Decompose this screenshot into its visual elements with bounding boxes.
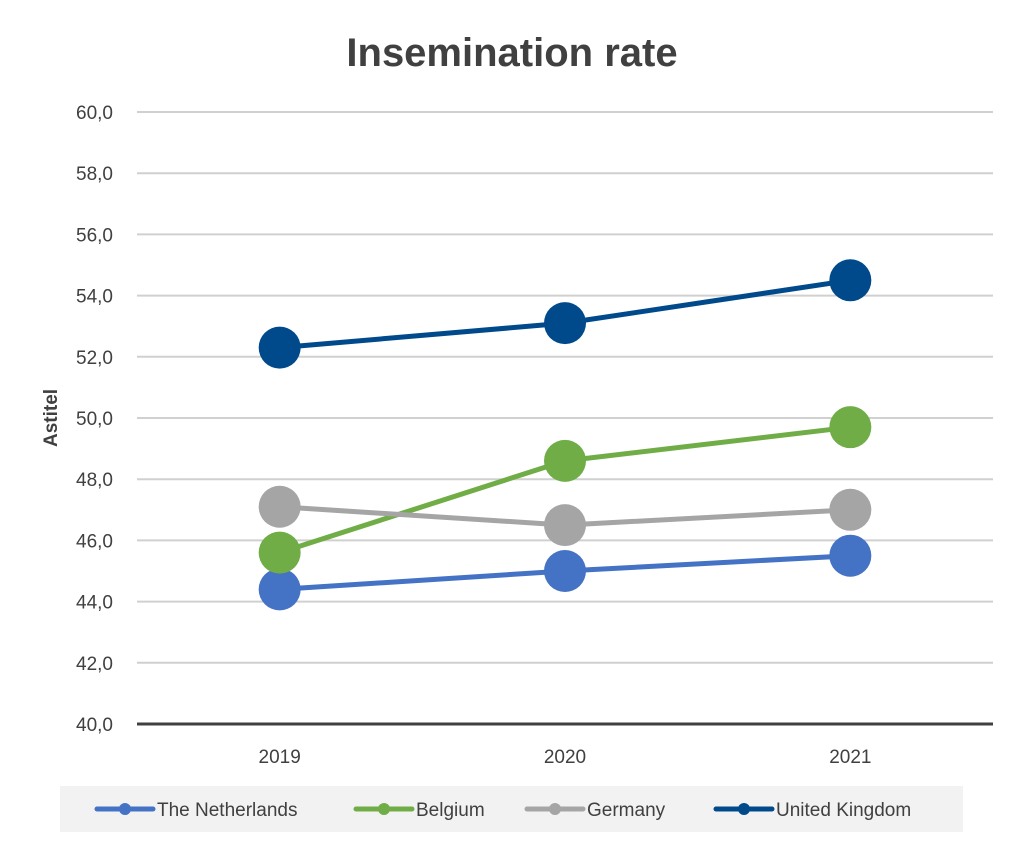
legend-background bbox=[60, 786, 963, 832]
y-tick-label: 48,0 bbox=[76, 470, 113, 491]
data-point bbox=[544, 504, 586, 547]
y-tick-label: 54,0 bbox=[76, 287, 113, 308]
legend-swatch-marker bbox=[549, 803, 561, 815]
series-points bbox=[258, 259, 872, 611]
legend-label: The Netherlands bbox=[157, 800, 297, 821]
data-point bbox=[829, 406, 872, 449]
legend-swatch-marker bbox=[378, 803, 390, 815]
legend-label: United Kingdom bbox=[776, 800, 911, 821]
y-tick-label: 60,0 bbox=[76, 103, 113, 124]
data-point bbox=[258, 531, 301, 574]
y-axis-label: Astitel bbox=[41, 389, 62, 447]
data-point bbox=[829, 488, 872, 531]
chart-title: Insemination rate bbox=[346, 31, 677, 75]
y-tick-label: 56,0 bbox=[76, 225, 113, 246]
y-tick-label: 52,0 bbox=[76, 348, 113, 369]
y-tick-label: 40,0 bbox=[76, 715, 113, 736]
y-tick-label: 50,0 bbox=[76, 409, 113, 430]
y-axis-ticks: 40,0 42,0 44,0 46,0 48,0 50,0 52,0 54,0 56,0 58,0… bbox=[76, 103, 113, 736]
legend-label: Germany bbox=[587, 800, 666, 821]
x-tick-label: 2020 bbox=[544, 747, 586, 768]
data-point bbox=[258, 485, 301, 528]
data-point bbox=[544, 550, 586, 592]
y-tick-label: 42,0 bbox=[76, 654, 113, 675]
data-point bbox=[829, 534, 872, 577]
legend: The Netherlands Belgium Germany United King… bbox=[60, 786, 963, 832]
y-tick-label: 46,0 bbox=[76, 531, 113, 552]
data-point bbox=[258, 326, 301, 369]
x-tick-label: 2021 bbox=[829, 747, 871, 768]
x-tick-label: 2019 bbox=[259, 747, 301, 768]
data-point bbox=[829, 259, 872, 302]
y-tick-label: 58,0 bbox=[76, 164, 113, 185]
legend-swatch-marker bbox=[738, 803, 750, 815]
y-tick-label: 44,0 bbox=[76, 593, 113, 614]
data-point bbox=[544, 302, 586, 345]
legend-label: Belgium bbox=[416, 800, 485, 821]
data-point bbox=[258, 568, 301, 611]
data-point bbox=[544, 439, 586, 482]
legend-swatch-marker bbox=[119, 803, 131, 815]
x-axis-ticks: 2019 2020 2021 bbox=[259, 747, 872, 768]
